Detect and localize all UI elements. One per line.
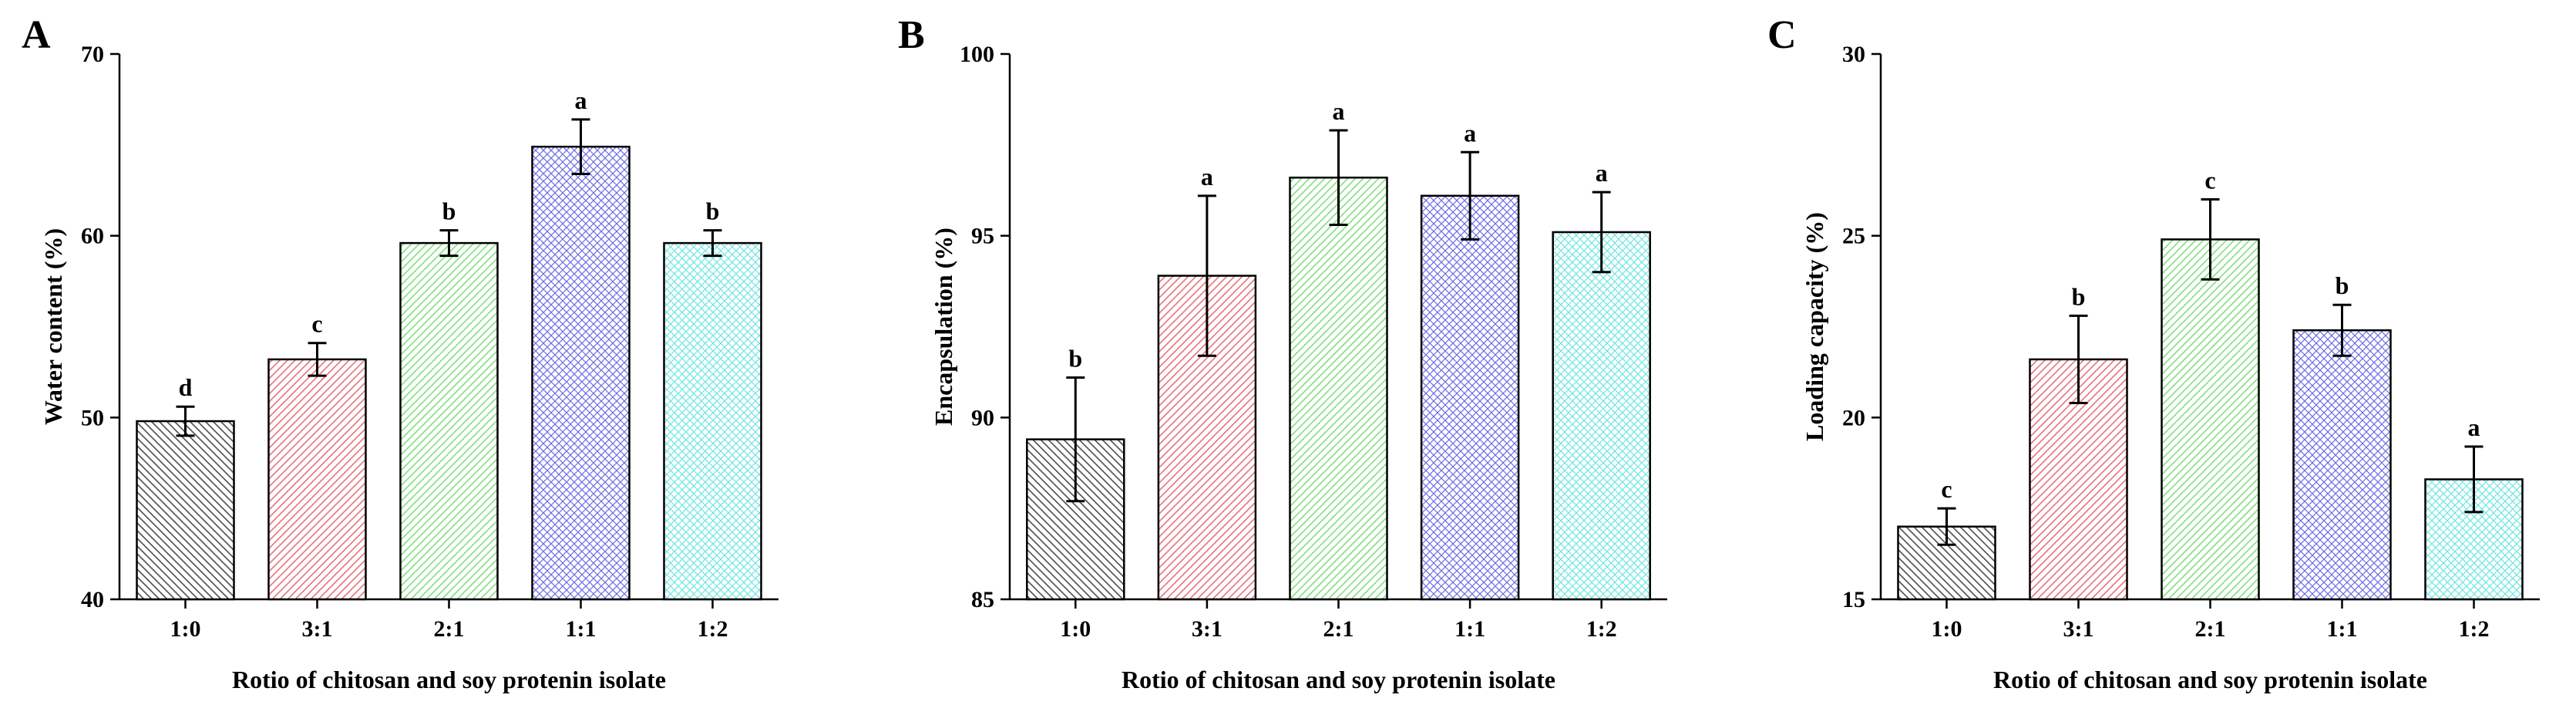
y-tick-label: 90 xyxy=(971,405,994,430)
bar-group: b 3:1 xyxy=(2029,282,2128,642)
bar xyxy=(663,241,762,601)
y-tick-label: 40 xyxy=(81,587,104,612)
significance-letter: b xyxy=(2072,282,2086,310)
bar xyxy=(2292,329,2392,601)
x-axis-title: Rotio of chitosan and soy protenin isola… xyxy=(232,666,666,693)
bar-group: c 2:1 xyxy=(2161,167,2260,642)
significance-letter: a xyxy=(575,86,587,114)
x-tick-label: 1:0 xyxy=(1060,616,1091,642)
panels-layer: A 40 50 60 70 Water content (%) d 1:0 c 3:1 b 2:1 a 1… xyxy=(22,13,2540,693)
bar-group: a 2:1 xyxy=(1289,97,1388,642)
y-tick-label: 60 xyxy=(81,224,104,249)
bar-group: b 1:0 xyxy=(1026,344,1125,642)
x-tick-label: 2:1 xyxy=(434,616,465,642)
significance-letter: a xyxy=(1464,119,1476,147)
x-tick-label: 1:1 xyxy=(566,616,597,642)
x-tick-label: 3:1 xyxy=(302,616,333,642)
y-tick-label: 25 xyxy=(1842,224,1865,249)
bar-group: a 1:1 xyxy=(1420,119,1520,642)
y-axis-title: Water content (%) xyxy=(39,228,67,425)
bar-group: a 1:2 xyxy=(1552,159,1651,642)
panel-c: C 15 20 25 30 Loading capacity (%) c 1:0 b 3:1 c 2:… xyxy=(1767,13,2540,693)
x-tick-label: 1:2 xyxy=(2459,616,2490,642)
bar xyxy=(267,358,367,601)
significance-letter: b xyxy=(2336,271,2349,299)
significance-letter: d xyxy=(179,373,193,401)
bar-group: a 1:2 xyxy=(2424,413,2524,642)
y-tick-label: 15 xyxy=(1842,587,1865,612)
bar xyxy=(2424,478,2524,601)
y-tick-label: 50 xyxy=(81,405,104,430)
x-tick-label: 1:1 xyxy=(2327,616,2358,642)
significance-letter: b xyxy=(1068,344,1082,372)
y-tick-label: 85 xyxy=(971,587,994,612)
panel-letter: C xyxy=(1767,13,1797,57)
x-tick-label: 3:1 xyxy=(1192,616,1222,642)
x-tick-label: 1:2 xyxy=(1586,616,1617,642)
bar-group: b 2:1 xyxy=(399,197,499,642)
bar xyxy=(1289,177,1388,601)
x-tick-label: 3:1 xyxy=(2063,616,2094,642)
significance-letter: c xyxy=(2204,167,2215,194)
panel-a: A 40 50 60 70 Water content (%) d 1:0 c 3:1 b 2:1 a 1… xyxy=(22,13,779,693)
bar xyxy=(1552,231,1651,601)
x-tick-label: 2:1 xyxy=(2195,616,2226,642)
x-tick-label: 1:2 xyxy=(698,616,728,642)
bar xyxy=(531,145,631,601)
y-tick-label: 20 xyxy=(1842,405,1865,430)
x-tick-label: 2:1 xyxy=(1323,616,1354,642)
bar-group: a 1:1 xyxy=(531,86,631,642)
significance-letter: c xyxy=(1941,475,1952,503)
bar xyxy=(136,420,235,601)
y-tick-label: 70 xyxy=(81,42,104,67)
x-axis-title: Rotio of chitosan and soy protenin isola… xyxy=(1122,666,1555,693)
bar-group: d 1:0 xyxy=(136,373,235,642)
y-tick-label: 100 xyxy=(960,42,994,67)
significance-letter: a xyxy=(1201,163,1213,191)
significance-letter: c xyxy=(311,310,322,338)
bar-group: c 3:1 xyxy=(267,310,367,642)
y-tick-label: 95 xyxy=(971,224,994,249)
significance-letter: b xyxy=(442,197,456,225)
bar xyxy=(399,241,499,601)
x-tick-label: 1:0 xyxy=(1932,616,1962,642)
panel-letter: A xyxy=(22,13,51,57)
significance-letter: b xyxy=(706,197,720,225)
x-tick-label: 1:0 xyxy=(170,616,201,642)
x-axis-title: Rotio of chitosan and soy protenin isola… xyxy=(1993,666,2427,693)
bar-group: a 3:1 xyxy=(1157,163,1257,642)
bar xyxy=(2161,238,2260,601)
bar xyxy=(1420,194,1520,601)
significance-letter: a xyxy=(1596,159,1608,187)
significance-letter: a xyxy=(1333,97,1345,125)
x-tick-label: 1:1 xyxy=(1454,616,1485,642)
bar-group: b 1:1 xyxy=(2292,271,2392,642)
y-tick-label: 30 xyxy=(1842,42,1865,67)
significance-letter: a xyxy=(2468,413,2480,441)
y-axis-title: Loading capacity (%) xyxy=(1801,212,1828,441)
bar-group: b 1:2 xyxy=(663,197,762,642)
bar-group: c 1:0 xyxy=(1897,475,1996,642)
y-axis-title: Encapsulation (%) xyxy=(930,228,957,426)
panel-letter: B xyxy=(898,13,925,57)
